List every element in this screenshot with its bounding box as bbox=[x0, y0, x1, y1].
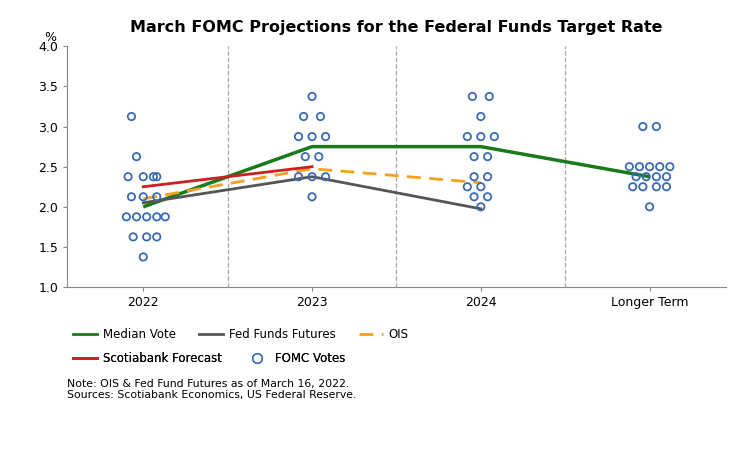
Point bbox=[468, 173, 480, 181]
Point bbox=[468, 153, 480, 160]
Point bbox=[120, 213, 132, 220]
Point bbox=[637, 123, 649, 130]
Point bbox=[147, 173, 159, 181]
Point bbox=[630, 173, 642, 181]
Point bbox=[299, 153, 311, 160]
Point bbox=[313, 153, 325, 160]
Point bbox=[660, 173, 672, 181]
Point bbox=[319, 133, 331, 140]
Point bbox=[475, 133, 487, 140]
Point bbox=[643, 203, 655, 211]
Point bbox=[482, 173, 494, 181]
Point bbox=[126, 113, 138, 120]
Text: %: % bbox=[44, 31, 56, 44]
Point bbox=[151, 213, 163, 220]
Point bbox=[138, 193, 150, 200]
Point bbox=[306, 193, 318, 200]
Point bbox=[650, 183, 662, 190]
Point bbox=[319, 173, 331, 181]
Point bbox=[306, 173, 318, 181]
Point bbox=[151, 173, 163, 181]
Point bbox=[292, 133, 304, 140]
Point bbox=[141, 213, 153, 220]
Point bbox=[660, 183, 672, 190]
Point bbox=[122, 173, 134, 181]
Point bbox=[634, 163, 646, 170]
Point bbox=[650, 173, 662, 181]
Point bbox=[488, 133, 500, 140]
Point bbox=[298, 113, 310, 120]
Point bbox=[131, 213, 143, 220]
Point bbox=[151, 193, 163, 200]
Point bbox=[467, 93, 479, 100]
Point bbox=[126, 193, 138, 200]
Point bbox=[637, 183, 649, 190]
Point bbox=[138, 253, 150, 261]
Point bbox=[654, 163, 666, 170]
Point bbox=[462, 183, 473, 190]
Point bbox=[468, 193, 480, 200]
Legend: Scotiabank Forecast, FOMC Votes: Scotiabank Forecast, FOMC Votes bbox=[73, 352, 346, 365]
Point bbox=[650, 123, 662, 130]
Point bbox=[640, 173, 652, 181]
Point bbox=[643, 163, 655, 170]
Point bbox=[151, 233, 163, 241]
Point bbox=[127, 233, 139, 241]
Point bbox=[627, 183, 639, 190]
Point bbox=[159, 213, 171, 220]
Point bbox=[475, 113, 487, 120]
Point bbox=[483, 93, 495, 100]
Point bbox=[623, 163, 635, 170]
Point bbox=[131, 153, 143, 160]
Point bbox=[475, 183, 487, 190]
Point bbox=[314, 113, 326, 120]
Point bbox=[475, 203, 487, 211]
Point bbox=[482, 153, 494, 160]
Point bbox=[664, 163, 676, 170]
Point bbox=[482, 193, 494, 200]
Point bbox=[462, 133, 473, 140]
Point bbox=[138, 173, 150, 181]
Text: Note: OIS & Fed Fund Futures as of March 16, 2022.
Sources: Scotiabank Economics: Note: OIS & Fed Fund Futures as of March… bbox=[67, 379, 357, 400]
Point bbox=[292, 173, 304, 181]
Title: March FOMC Projections for the Federal Funds Target Rate: March FOMC Projections for the Federal F… bbox=[130, 20, 663, 35]
Point bbox=[306, 93, 318, 100]
Point bbox=[141, 233, 153, 241]
Point bbox=[306, 133, 318, 140]
